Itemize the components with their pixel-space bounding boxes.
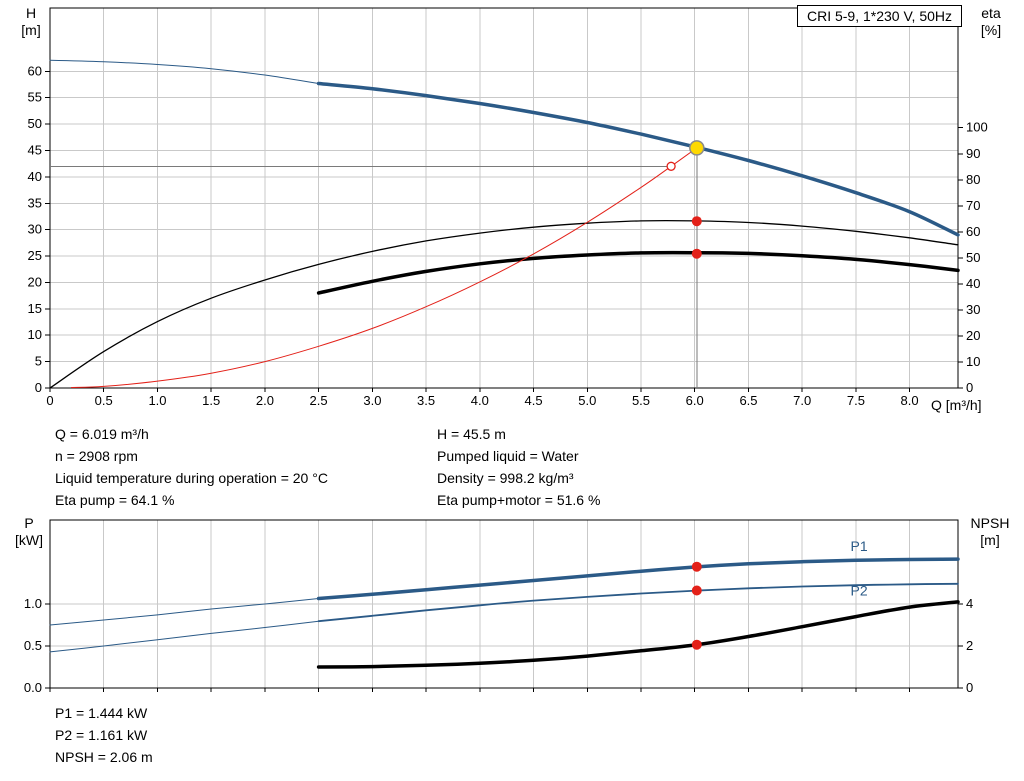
- npsh-text: NPSH = 2.06 m: [55, 749, 153, 765]
- left-tick-label: 1.0: [24, 596, 42, 611]
- right-tick-label: 90: [966, 146, 980, 161]
- x-tick-label: 4.0: [471, 393, 489, 408]
- npsh-axis-unit: [m]: [980, 532, 1000, 548]
- x-tick-label: 3.5: [417, 393, 435, 408]
- left-tick-label: 0.0: [24, 680, 42, 695]
- eta-pump-motor-text: Eta pump+motor = 51.6 %: [437, 492, 601, 508]
- eta-axis-symbol: eta: [981, 5, 1001, 21]
- x-tick-label: 1.5: [202, 393, 220, 408]
- npsh-point: [691, 639, 702, 650]
- x-tick-label: 8.0: [901, 393, 919, 408]
- right-tick-label: 100: [966, 120, 988, 135]
- right-tick-label: 4: [966, 596, 973, 611]
- x-tick-label: 1.0: [148, 393, 166, 408]
- left-tick-label: 0.5: [24, 638, 42, 653]
- eta-axis-unit: [%]: [980, 22, 1002, 38]
- npsh-curve: [316, 600, 960, 669]
- left-tick-label: 20: [28, 274, 42, 289]
- right-tick-label: 10: [966, 354, 980, 369]
- left-tick-label: 25: [28, 248, 42, 263]
- left-tick-label: 35: [28, 195, 42, 210]
- hq-lead-curve: [49, 59, 320, 84]
- p1-text: P1 = 1.444 kW: [55, 705, 148, 721]
- hq-eta-chart: 0 0.5 1.0 1.5 2.0 2.5 3.0 3.5 4.0 4.5 5.0 5.5 6.0 6.5…: [28, 7, 988, 408]
- left-tick-label: 5: [35, 354, 42, 369]
- p2-text: P2 = 1.161 kW: [55, 727, 148, 743]
- density-text: Density = 998.2 kg/m³: [437, 470, 574, 486]
- left-tick-label: 30: [28, 222, 42, 237]
- h-axis-symbol: H: [25, 5, 37, 21]
- p1-curve: [316, 557, 960, 601]
- x-tick-label: 5.5: [632, 393, 650, 408]
- requested-duty-point: [666, 161, 676, 171]
- hq-curve: [316, 81, 960, 237]
- eta-pump-motor-point: [691, 248, 702, 259]
- x-tick-label: 2.5: [310, 393, 328, 408]
- p2-lead-curve: [49, 620, 320, 653]
- x-tick-label: 4.5: [525, 393, 543, 408]
- eta-pump-point: [691, 216, 702, 227]
- left-tick-label: 15: [28, 301, 42, 316]
- eta-pump-text: Eta pump = 64.1 %: [55, 492, 175, 508]
- p-axis-symbol: P: [24, 515, 34, 531]
- x-tick-label: 5.0: [578, 393, 596, 408]
- left-tick-label: 45: [28, 143, 42, 158]
- p-axis-unit: [kW]: [15, 532, 43, 548]
- p-axis-label: P [kW]: [6, 515, 52, 549]
- duty-q-text: Q = 6.019 m³/h: [55, 426, 149, 442]
- left-tick-label: 55: [28, 90, 42, 105]
- plot-border: [49, 7, 959, 389]
- pumped-liquid-text: Pumped liquid = Water: [437, 448, 579, 464]
- power-info: P1 = 1.444 kW P2 = 1.161 kW NPSH = 2.06 …: [55, 702, 153, 768]
- x-tick-label: 6.5: [739, 393, 757, 408]
- p1-lead-curve: [49, 598, 320, 626]
- left-tick-label: 40: [28, 169, 42, 184]
- npsh-axis-label: NPSH [m]: [960, 515, 1020, 549]
- q-axis-label: Q [m³/h]: [931, 397, 982, 413]
- left-tick-label: 50: [28, 116, 42, 131]
- duty-info-left: Q = 6.019 m³/h n = 2908 rpm Liquid tempe…: [55, 423, 328, 511]
- p1-curve-label: P1: [851, 538, 868, 554]
- p2-point: [691, 585, 702, 596]
- x-tick-label: 2.0: [256, 393, 274, 408]
- npsh-axis-symbol: NPSH: [970, 515, 1010, 531]
- h-axis-label: H [m]: [10, 5, 52, 39]
- h-axis-unit: [m]: [21, 22, 41, 38]
- eta-pump-motor-curve: [316, 250, 960, 295]
- liquid-temp-text: Liquid temperature during operation = 20…: [55, 470, 328, 486]
- right-tick-label: 40: [966, 276, 980, 291]
- right-tick-label: 2: [966, 638, 973, 653]
- right-tick-label: 20: [966, 328, 980, 343]
- pump-model-box: CRI 5-9, 1*230 V, 50Hz: [796, 5, 962, 27]
- speed-curve: [71, 147, 698, 388]
- left-tick-label: 10: [28, 327, 42, 342]
- eta-pump-curve: [49, 219, 959, 389]
- duty-point: [689, 140, 705, 156]
- x-tick-label: 0.5: [95, 393, 113, 408]
- x-tick-label: 0: [46, 393, 53, 408]
- left-tick-label: 0: [35, 380, 42, 395]
- eta-axis-label: eta [%]: [966, 5, 1016, 39]
- right-tick-label: 50: [966, 250, 980, 265]
- p1-point: [691, 561, 702, 572]
- p2-curve: [317, 582, 959, 623]
- p2-curve-label: P2: [851, 583, 868, 599]
- duty-h-text: H = 45.5 m: [437, 426, 506, 442]
- x-tick-label: 6.0: [686, 393, 704, 408]
- x-tick-label: 7.5: [847, 393, 865, 408]
- x-tick-label: 3.0: [363, 393, 381, 408]
- speed-text: n = 2908 rpm: [55, 448, 138, 464]
- x-tick-label: 7.0: [793, 393, 811, 408]
- right-tick-label: 30: [966, 302, 980, 317]
- right-tick-label: 80: [966, 172, 980, 187]
- right-tick-label: 60: [966, 224, 980, 239]
- left-tick-label: 60: [28, 63, 42, 78]
- power-npsh-chart: 0.0 0.5 1.0 0 2 4 P1 P2: [24, 519, 973, 695]
- right-tick-label: 0: [966, 380, 973, 395]
- right-tick-label: 0: [966, 680, 973, 695]
- duty-info-right: H = 45.5 m Pumped liquid = Water Density…: [437, 423, 600, 511]
- right-tick-label: 70: [966, 198, 980, 213]
